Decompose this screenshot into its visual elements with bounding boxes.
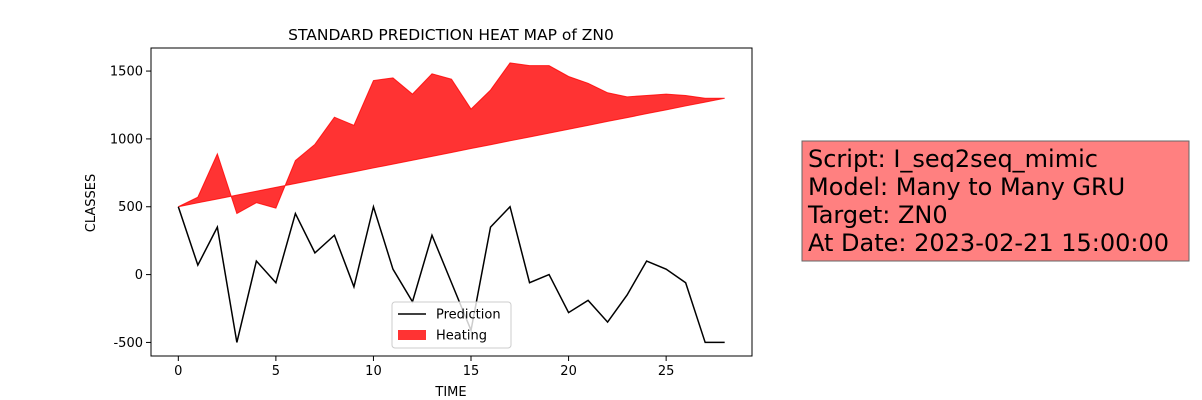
x-tick-label: 0 [174, 364, 182, 379]
x-tick-label: 10 [365, 364, 382, 379]
annotation-box [801, 140, 1190, 262]
y-tick-label: -500 [113, 336, 143, 351]
legend-label: Heating [436, 329, 487, 344]
x-tick-label: 20 [560, 364, 577, 379]
x-tick-label: 5 [272, 364, 280, 379]
legend-label: Prediction [436, 308, 501, 323]
x-axis-label: TIME [434, 385, 466, 400]
chart-title: STANDARD PREDICTION HEAT MAP of ZN0 [288, 26, 614, 44]
annotation-line: At Date: 2023-02-21 15:00:00 [808, 229, 1169, 257]
x-tick-label: 15 [463, 364, 480, 379]
y-tick-label: 1000 [110, 132, 143, 147]
plot-frame [150, 47, 753, 357]
annotation-line: Script: I_seq2seq_mimic [808, 145, 1098, 173]
heating-area [178, 62, 725, 215]
legend: Prediction Heating [391, 301, 512, 349]
y-tick-label: 0 [135, 268, 143, 283]
prediction-line [177, 203, 725, 344]
annotation-line: Target: ZN0 [807, 201, 948, 229]
legend-swatch [398, 330, 426, 340]
y-tick-label: 1500 [110, 65, 143, 80]
y-axis-label: CLASSES [84, 174, 99, 232]
x-tick-label: 25 [658, 364, 675, 379]
y-tick-label: 500 [118, 200, 143, 215]
annotation-line: Model: Many to Many GRU [808, 173, 1125, 201]
